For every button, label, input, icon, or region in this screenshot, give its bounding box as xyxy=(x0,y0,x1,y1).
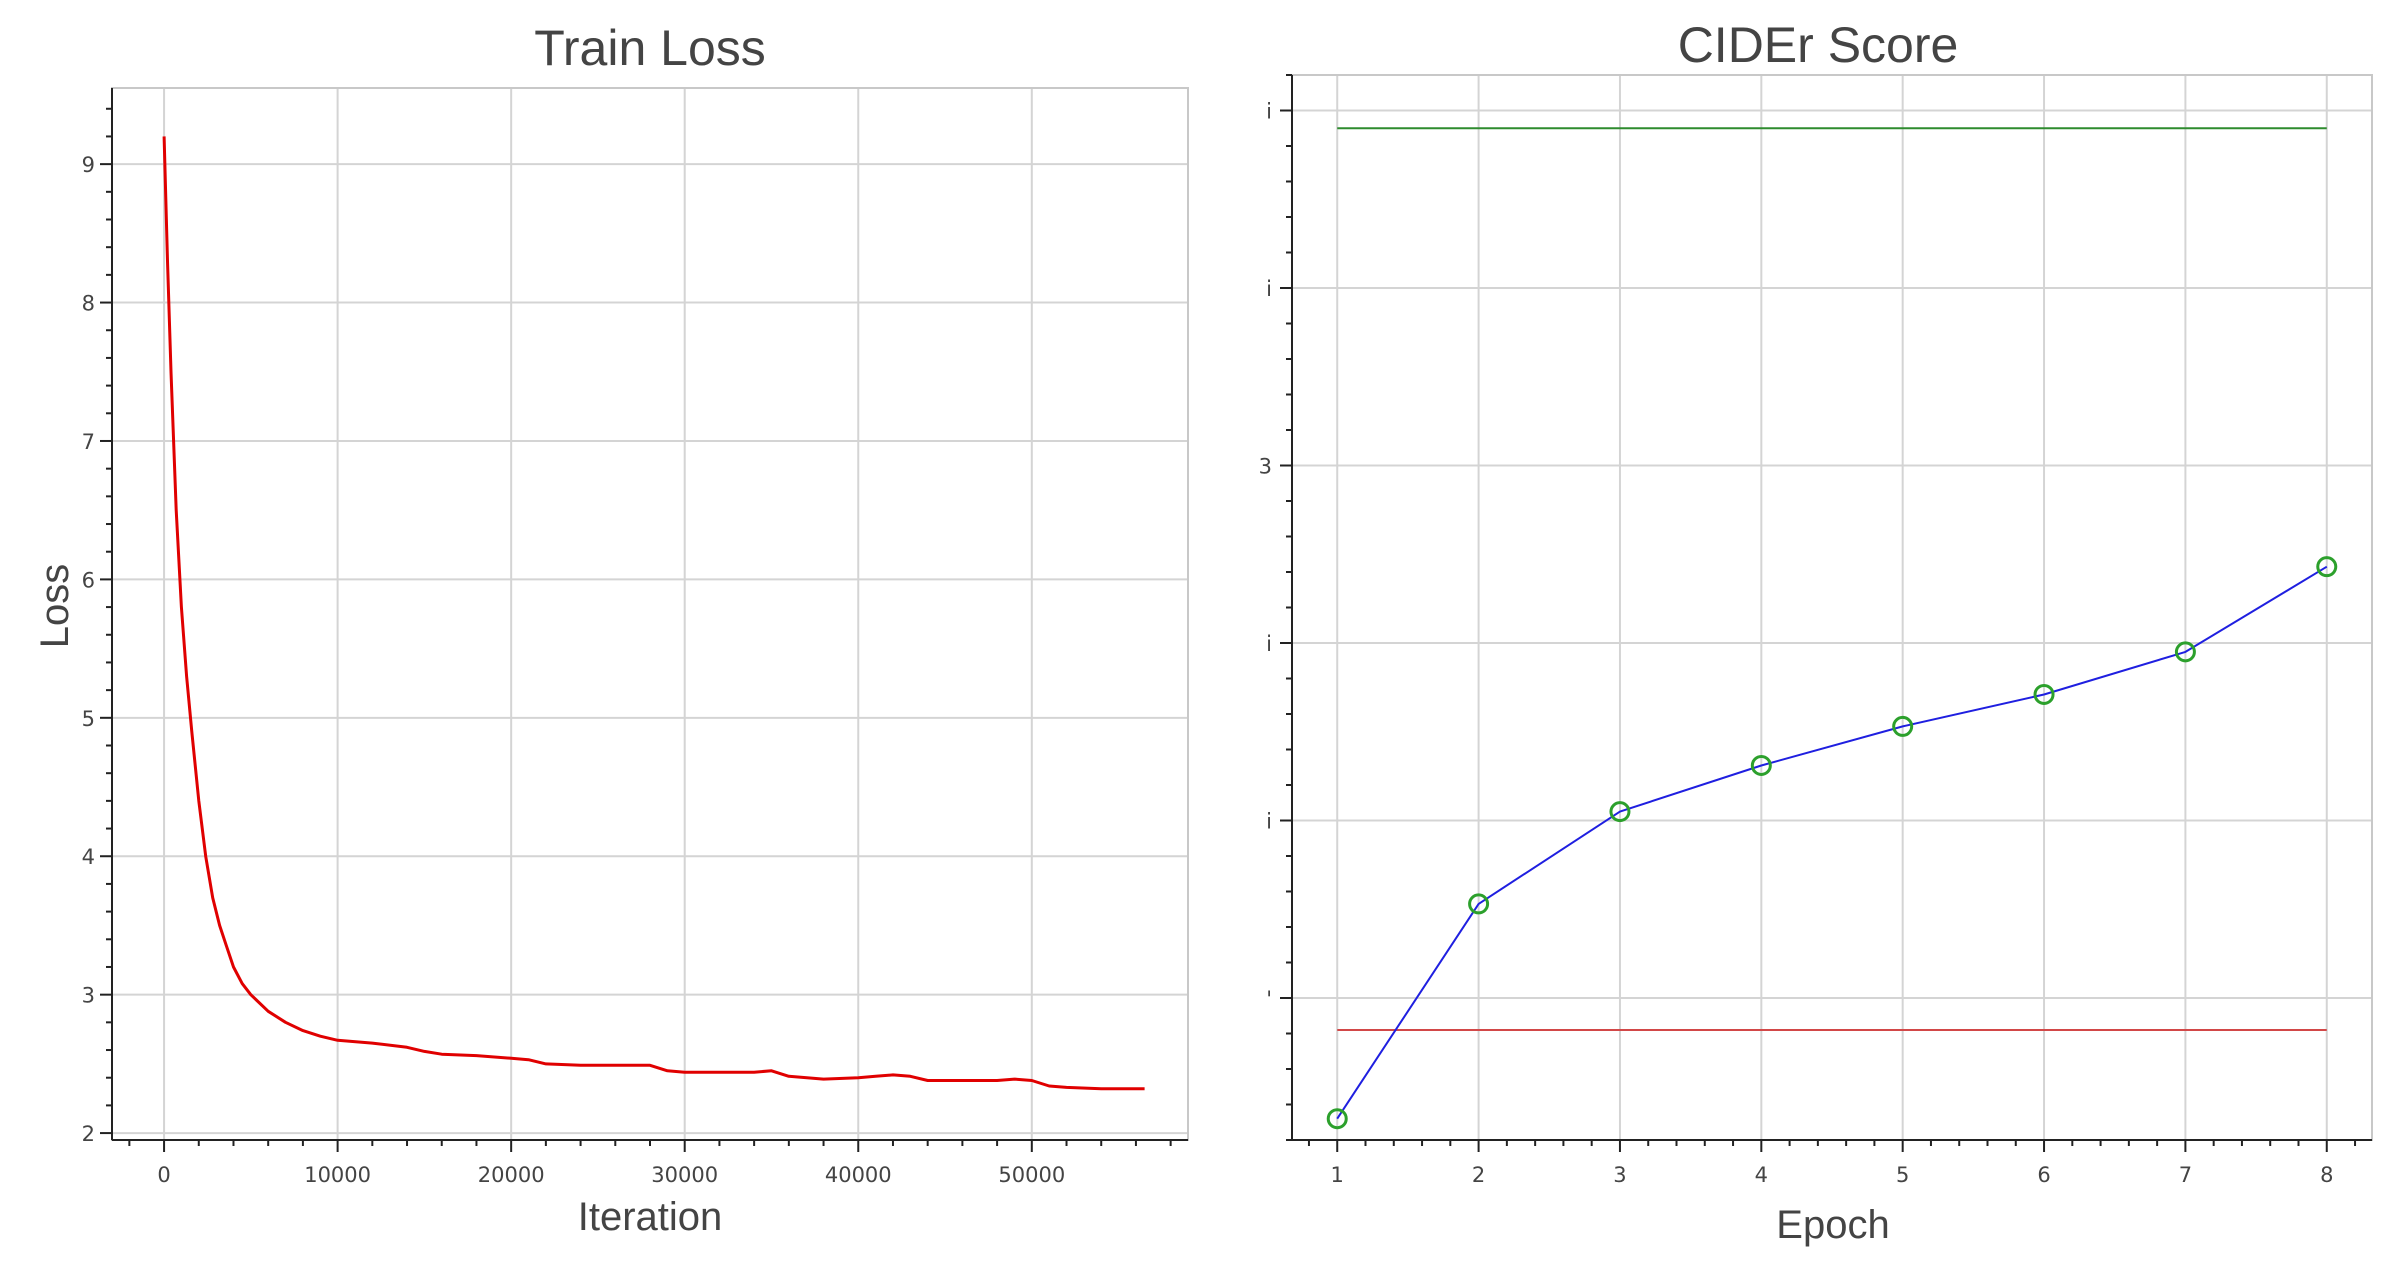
cider-score-chart: CIDEr Score 1 2 3 4 5 6 7 8 ' i i 3 i i Epoch xyxy=(1259,17,2373,1247)
train-loss-y-tick-label-4: 6 xyxy=(82,568,95,592)
cider-score-x-tick-label-0: 1 xyxy=(1331,1163,1344,1187)
cider-score-x-tick-label-5: 6 xyxy=(2037,1163,2050,1187)
train-loss-y-tick-label-0: 2 xyxy=(82,1122,95,1146)
train-loss-series-line-0 xyxy=(162,136,1145,1091)
cider-score-y-tick-label-3: 3 xyxy=(1259,455,1272,479)
train-loss-x-tick-label-4: 40000 xyxy=(825,1163,892,1187)
cider-score-series-line-0 xyxy=(1336,565,2328,1120)
train-loss-tick-labels: 0 10000 20000 30000 40000 50000 2 3 4 5 6 7 8 9 xyxy=(82,153,1066,1187)
cider-score-x-tick-label-7: 8 xyxy=(2320,1163,2333,1187)
cider-score-y-tick-label-0: ' xyxy=(1266,987,1272,1011)
train-loss-series xyxy=(162,136,1145,1091)
train-loss-y-tick-label-5: 7 xyxy=(82,430,95,454)
train-loss-y-tick-label-6: 8 xyxy=(82,292,95,316)
train-loss-xlabel: Iteration xyxy=(578,1195,723,1239)
train-loss-x-tick-label-1: 10000 xyxy=(304,1163,371,1187)
cider-score-axes xyxy=(1280,74,2372,1152)
cider-score-grid xyxy=(1292,75,2372,1140)
cider-score-x-tick-label-3: 4 xyxy=(1755,1163,1768,1187)
train-loss-axes xyxy=(100,88,1188,1152)
train-loss-x-tick-label-2: 20000 xyxy=(478,1163,545,1187)
cider-score-data-point-1 xyxy=(1468,893,1490,915)
cider-score-data-point-2 xyxy=(1609,801,1631,823)
cider-score-data-point-4 xyxy=(1892,715,1914,737)
cider-score-reference-lines xyxy=(1337,127,2327,1031)
cider-score-y-tick-label-2: i xyxy=(1266,632,1272,656)
train-loss-chart: Train Loss 0 10000 20000 30000 40000 50000 2 3 4… xyxy=(33,20,1189,1239)
train-loss-grid xyxy=(112,88,1188,1140)
train-loss-y-tick-label-7: 9 xyxy=(82,153,95,177)
cider-score-data-point-7 xyxy=(2316,556,2338,578)
train-loss-x-tick-label-5: 50000 xyxy=(998,1163,1065,1187)
cider-score-x-tick-label-6: 7 xyxy=(2179,1163,2192,1187)
cider-score-series xyxy=(1326,556,2338,1130)
cider-score-y-tick-label-4: i xyxy=(1266,277,1272,301)
train-loss-title: Train Loss xyxy=(534,20,766,76)
cider-score-y-tick-label-5: i xyxy=(1266,100,1272,124)
train-loss-x-tick-label-3: 30000 xyxy=(651,1163,718,1187)
cider-score-y-tick-label-1: i xyxy=(1266,810,1272,834)
cider-score-x-tick-label-1: 2 xyxy=(1472,1163,1485,1187)
cider-score-x-tick-label-4: 5 xyxy=(1896,1163,1909,1187)
cider-score-x-tick-label-2: 3 xyxy=(1613,1163,1626,1187)
train-loss-ylabel: Loss xyxy=(33,564,77,649)
train-loss-y-tick-label-1: 3 xyxy=(82,984,95,1008)
cider-score-tick-labels: 1 2 3 4 5 6 7 8 ' i i 3 i i xyxy=(1259,100,2334,1188)
cider-score-data-point-3 xyxy=(1750,754,1772,776)
train-loss-y-tick-label-2: 4 xyxy=(82,845,95,869)
cider-score-data-point-0 xyxy=(1326,1108,1348,1130)
cider-score-data-point-6 xyxy=(2174,641,2196,663)
train-loss-x-tick-label-0: 0 xyxy=(157,1163,170,1187)
cider-score-title: CIDEr Score xyxy=(1678,17,1959,73)
cider-score-xlabel: Epoch xyxy=(1776,1203,1889,1247)
cider-score-data-point-5 xyxy=(2033,683,2055,705)
train-loss-y-tick-label-3: 5 xyxy=(82,707,95,731)
